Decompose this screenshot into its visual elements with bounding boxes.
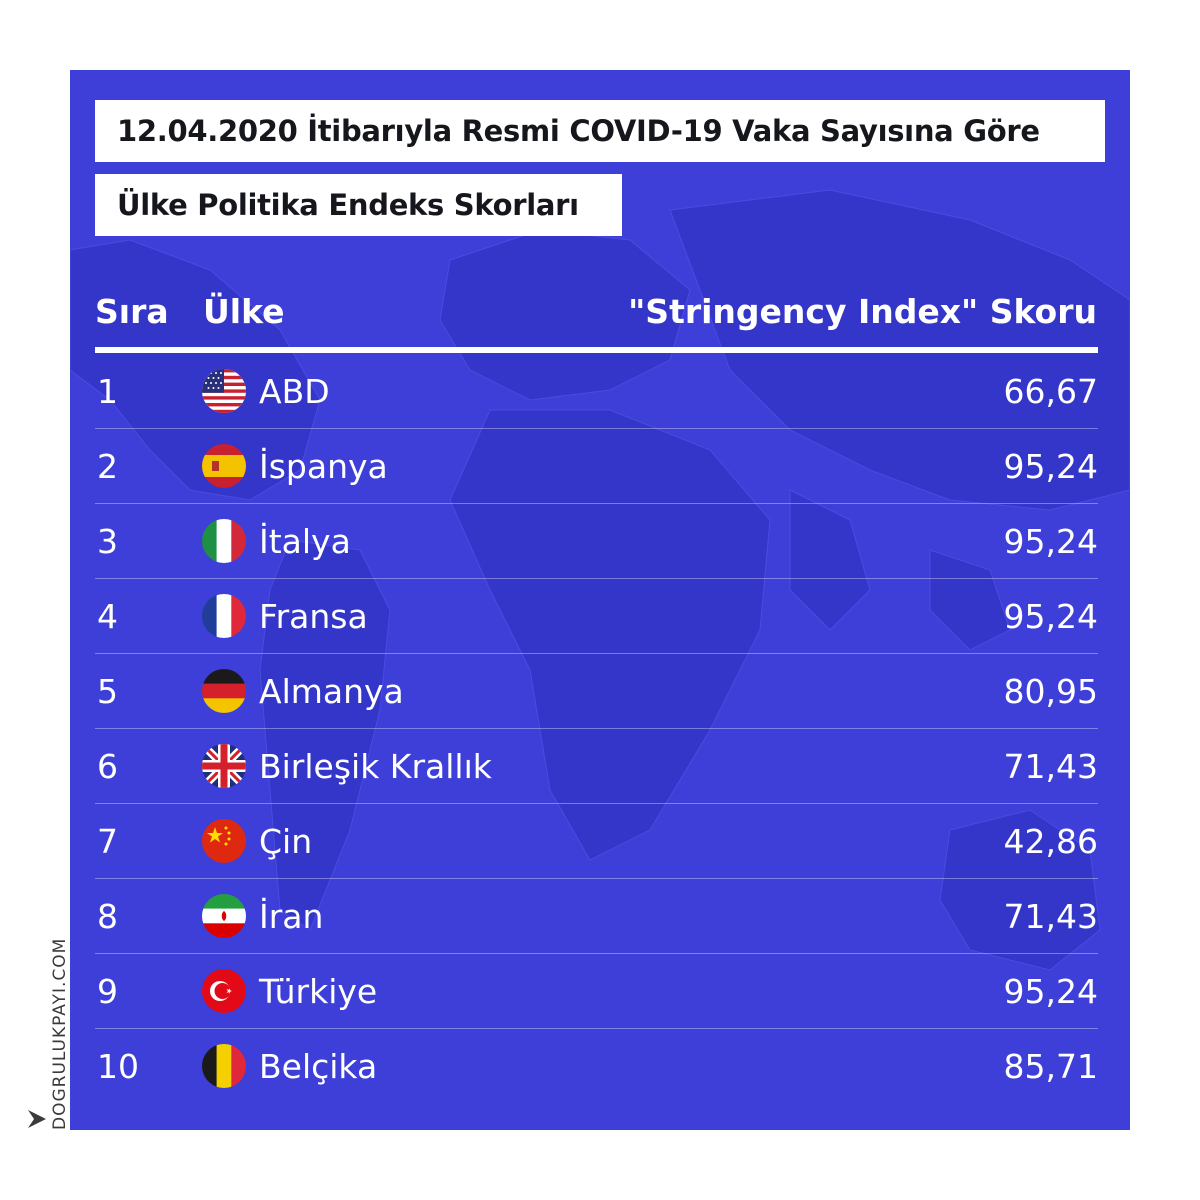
country-cell: Çin bbox=[259, 822, 313, 861]
score-cell: 66,67 bbox=[1003, 372, 1098, 411]
column-header-score: "Stringency Index" Skoru bbox=[628, 292, 1097, 331]
score-cell: 71,43 bbox=[1003, 897, 1098, 936]
table-row: 5 Almanya 80,95 bbox=[95, 654, 1098, 729]
rank-cell: 2 bbox=[97, 447, 118, 486]
watermark: DOGRULUKPAYI.COM bbox=[20, 880, 70, 1140]
score-cell: 95,24 bbox=[1003, 972, 1098, 1011]
uk-flag-icon bbox=[202, 744, 246, 788]
table-row: 7 Çin 42,86 bbox=[95, 804, 1098, 879]
infographic-panel: 12.04.2020 İtibarıyla Resmi COVID-19 Vak… bbox=[70, 70, 1130, 1130]
iran-flag-icon bbox=[202, 894, 246, 938]
table-row: 9 Türkiye 95,24 bbox=[95, 954, 1098, 1029]
title-line-2: Ülke Politika Endeks Skorları bbox=[95, 174, 622, 236]
rank-cell: 10 bbox=[97, 1047, 139, 1086]
table-row: 3 İtalya 95,24 bbox=[95, 504, 1098, 579]
title-line-1: 12.04.2020 İtibarıyla Resmi COVID-19 Vak… bbox=[95, 100, 1105, 162]
germany-flag-icon bbox=[202, 669, 246, 713]
belgium-flag-icon bbox=[202, 1044, 246, 1088]
score-cell: 95,24 bbox=[1003, 522, 1098, 561]
header-divider bbox=[95, 347, 1098, 353]
table-row: 6 Birleşik Krallık 71,43 bbox=[95, 729, 1098, 804]
score-cell: 95,24 bbox=[1003, 597, 1098, 636]
world-map-background bbox=[70, 189, 1130, 971]
country-cell: Fransa bbox=[259, 597, 368, 636]
rank-cell: 3 bbox=[97, 522, 118, 561]
rank-cell: 5 bbox=[97, 672, 118, 711]
country-cell: Almanya bbox=[259, 672, 404, 711]
table-row: 2 İspanya 95,24 bbox=[95, 429, 1098, 504]
italy-flag-icon bbox=[202, 519, 246, 563]
rank-cell: 7 bbox=[97, 822, 118, 861]
country-cell: ABD bbox=[259, 372, 330, 411]
rank-cell: 6 bbox=[97, 747, 118, 786]
score-cell: 85,71 bbox=[1003, 1047, 1098, 1086]
watermark-text: DOGRULUKPAYI.COM bbox=[50, 937, 70, 1130]
country-cell: Türkiye bbox=[259, 972, 378, 1011]
table-body: 1 bbox=[95, 354, 1098, 1104]
table-row: 10 Belçika 85,71 bbox=[95, 1029, 1098, 1104]
rank-cell: 4 bbox=[97, 597, 118, 636]
table-row: 8 İran 71,43 bbox=[95, 879, 1098, 954]
china-flag-icon bbox=[202, 819, 246, 863]
country-cell: Belçika bbox=[259, 1047, 378, 1086]
rank-cell: 8 bbox=[97, 897, 118, 936]
score-cell: 95,24 bbox=[1003, 447, 1098, 486]
country-cell: İspanya bbox=[259, 447, 388, 486]
column-header-country: Ülke bbox=[203, 292, 285, 331]
france-flag-icon bbox=[202, 594, 246, 638]
rank-cell: 1 bbox=[97, 372, 118, 411]
usa-flag-icon bbox=[202, 369, 246, 413]
table-row: 4 Fransa 95,24 bbox=[95, 579, 1098, 654]
column-header-rank: Sıra bbox=[95, 292, 169, 331]
score-cell: 42,86 bbox=[1003, 822, 1098, 861]
country-cell: İtalya bbox=[259, 522, 351, 561]
turkey-flag-icon bbox=[202, 969, 246, 1013]
spain-flag-icon bbox=[202, 444, 246, 488]
table-row: 1 bbox=[95, 354, 1098, 429]
score-cell: 71,43 bbox=[1003, 747, 1098, 786]
rank-cell: 9 bbox=[97, 972, 118, 1011]
score-cell: 80,95 bbox=[1003, 672, 1098, 711]
dogrulukpayi-logo-icon bbox=[28, 1110, 46, 1128]
country-cell: İran bbox=[259, 897, 324, 936]
country-cell: Birleşik Krallık bbox=[259, 747, 492, 786]
